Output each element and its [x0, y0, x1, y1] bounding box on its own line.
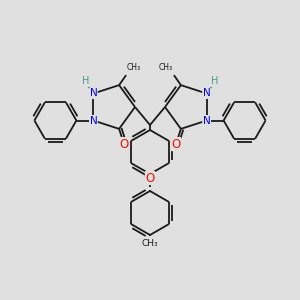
Text: CH₃: CH₃ — [127, 63, 141, 72]
Text: CH₃: CH₃ — [142, 239, 158, 248]
Text: N: N — [89, 116, 97, 125]
Text: N: N — [89, 88, 97, 98]
Text: H: H — [211, 76, 218, 86]
Text: CH₃: CH₃ — [159, 63, 173, 72]
Text: N: N — [203, 88, 211, 98]
Text: O: O — [119, 138, 129, 151]
Text: N: N — [203, 116, 211, 125]
Text: O: O — [171, 138, 181, 151]
Text: H: H — [82, 76, 89, 86]
Text: O: O — [146, 172, 154, 184]
